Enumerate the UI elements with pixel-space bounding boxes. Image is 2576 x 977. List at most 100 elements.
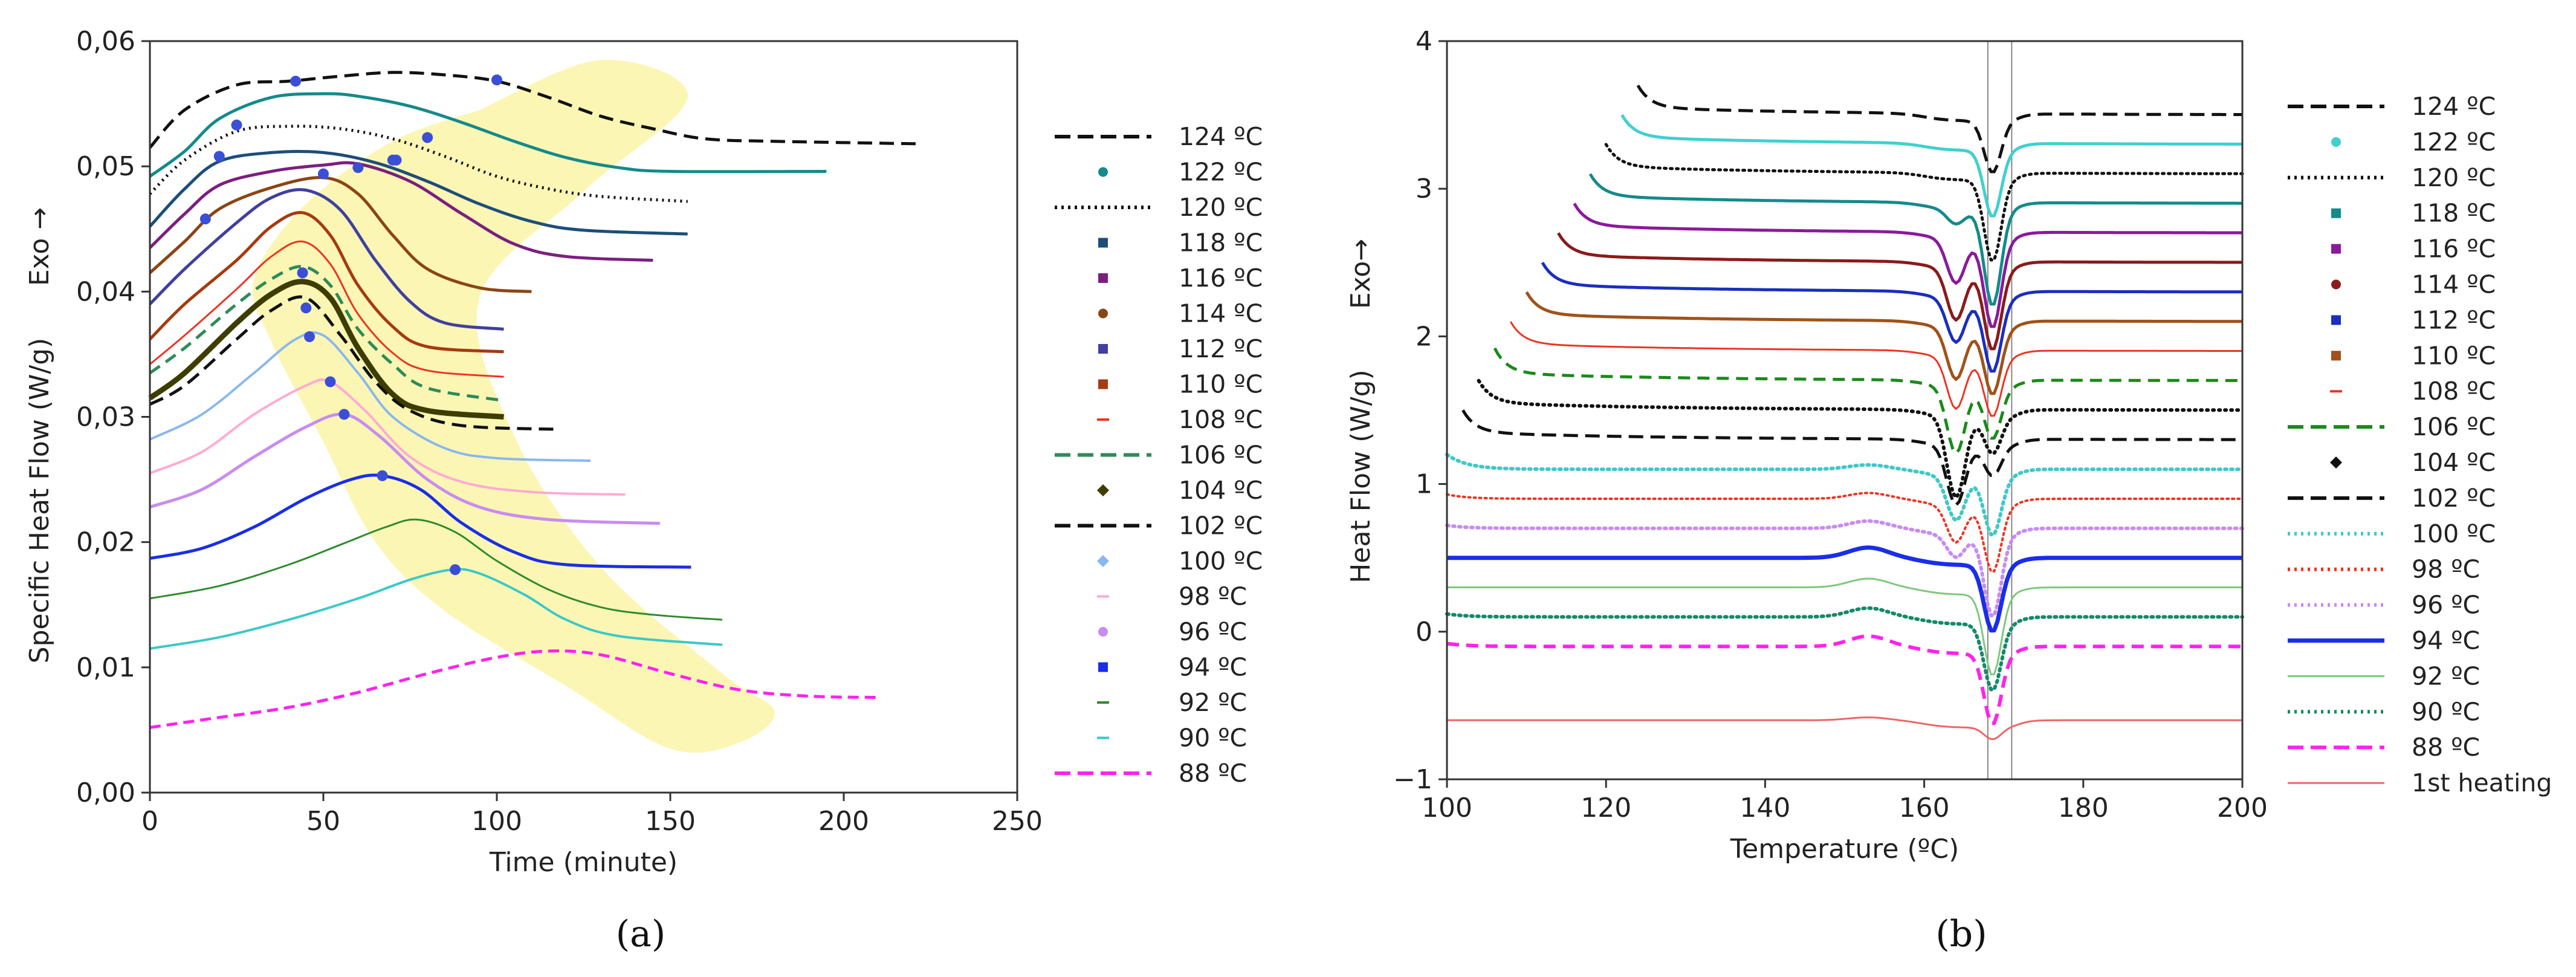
legend-item-92-c: 92 ºC [1097, 688, 1247, 717]
legend-item-94-c: 94 ºC [2288, 626, 2480, 655]
series-line-94-c [149, 473, 691, 569]
legend-item-106-c: 106 ºC [1055, 441, 1263, 470]
legend-item-122-c: 122 ºC [2331, 128, 2496, 157]
x-tick-label: 200 [2217, 793, 2268, 823]
highlight-region [252, 59, 775, 753]
legend-swatch [2331, 351, 2341, 361]
legend-item-118-c: 118 ºC [2331, 199, 2496, 228]
x-tick-label: 120 [1581, 793, 1631, 823]
legend-swatch [1098, 273, 1108, 283]
legend-item-108-c: 108 ºC [2330, 377, 2496, 406]
series-line-112-c [149, 188, 504, 331]
series-line-122-c [1620, 114, 2242, 218]
y-tick-label: −1 [1393, 764, 1432, 795]
peak-marker-102-c [300, 302, 312, 314]
series-line-104-c [148, 279, 504, 420]
legend-label: 104 ºC [1179, 476, 1263, 505]
legend-label: 1st heating [2412, 768, 2552, 797]
series-line-116-c [1573, 203, 2242, 328]
legend-item-114-c: 114 ºC [1098, 299, 1263, 328]
series-line-88-c [1446, 634, 2242, 725]
series-line-88-c [149, 649, 879, 729]
legend-label: 102 ºC [1179, 511, 1263, 540]
y-tick-label: 0,05 [76, 151, 135, 182]
y-tick-label: 0,01 [76, 652, 135, 683]
legend-label: 112 ºC [1179, 334, 1263, 363]
legend-item-122-c: 122 ºC [1098, 158, 1263, 187]
peak-marker-106-c [390, 154, 402, 166]
legend-swatch [2331, 137, 2341, 147]
legend-swatch [2330, 456, 2342, 469]
legend-item-118-c: 118 ºC [1098, 229, 1263, 258]
legend-item-104-c: 104 ºC [1097, 476, 1263, 505]
peak-marker-116-c [422, 132, 433, 143]
x-tick-label: 50 [306, 806, 340, 837]
legend-swatch [1098, 379, 1108, 389]
series-line-114-c [1557, 232, 2242, 351]
y-tick-label: 0,03 [76, 402, 135, 433]
legend-item-102-c: 102 ºC [2288, 484, 2496, 513]
series-line-108-c [1510, 321, 2242, 417]
legend-swatch [1098, 308, 1108, 319]
legend-item-112-c: 112 ºC [2331, 305, 2496, 334]
legend-label: 122 ºC [2412, 128, 2496, 157]
legend-label: 108 ºC [2412, 377, 2496, 406]
y-tick-label: 2 [1416, 321, 1432, 352]
legend-label: 96 ºC [2412, 591, 2480, 620]
legend-label: 114 ºC [2412, 270, 2496, 299]
legend-label: 110 ºC [2412, 341, 2496, 370]
panel-label-a: (a) [616, 913, 666, 955]
legend-item-96-c: 96 ºC [1098, 617, 1247, 646]
peak-marker-98-c [325, 376, 336, 388]
legend-swatch [1098, 238, 1108, 248]
peak-marker-108-c [318, 168, 329, 180]
plot-frame-b [1446, 40, 2244, 781]
peak-marker-104-c [297, 267, 308, 279]
legend-label: 106 ºC [1179, 441, 1263, 470]
legend-label: 110 ºC [1179, 370, 1263, 399]
series-line-90-c [1445, 606, 2244, 692]
series-line-120-c [1604, 143, 2244, 262]
x-tick-label: 200 [818, 806, 869, 837]
panel-label-b: (b) [1935, 913, 1987, 955]
series-line-1st-heating [1447, 716, 2242, 740]
legend-label: 96 ºC [1179, 617, 1247, 646]
x-tick-label: 140 [1739, 793, 1790, 823]
peak-marker-110-c [352, 162, 364, 174]
legend-label: 122 ºC [1179, 158, 1263, 187]
series-line-124-c [1636, 84, 2242, 174]
legend-label: 116 ºC [2412, 235, 2496, 264]
y-tick-label: 0,02 [76, 527, 135, 558]
legend-swatch [1098, 662, 1108, 672]
series-group-b [1445, 84, 2244, 740]
y-tick-label: 4 [1416, 26, 1432, 57]
legend-item-94-c: 94 ºC [1098, 653, 1247, 682]
legend-item-116-c: 116 ºC [2331, 235, 2496, 264]
legend-item-100-c: 100 ºC [2288, 519, 2496, 548]
y-tick-label: 1 [1416, 469, 1432, 500]
legend-item-92-c: 92 ºC [2288, 661, 2480, 690]
legend-label: 88 ºC [1179, 759, 1247, 788]
peak-marker-120-c [290, 76, 302, 87]
legend-swatch [2331, 208, 2341, 218]
x-tick-label: 250 [992, 806, 1043, 837]
series-line-118-c [1588, 173, 2242, 306]
legend-label: 94 ºC [2412, 626, 2480, 655]
legend-label: 120 ºC [2412, 163, 2496, 192]
legend-item-88-c: 88 ºC [1055, 759, 1247, 788]
series-line-98-c [149, 378, 626, 496]
legend-label: 106 ºC [2412, 412, 2496, 441]
peak-marker-100-c [304, 331, 316, 342]
legend-label: 116 ºC [1179, 264, 1263, 293]
legend-item-98-c: 98 ºC [2288, 555, 2480, 584]
y-tick-label: 3 [1416, 174, 1432, 204]
legend-label: 90 ºC [2412, 697, 2480, 726]
legend-label: 100 ºC [1179, 547, 1263, 576]
series-line-124-c [149, 71, 921, 149]
legend-label: 118 ºC [2412, 199, 2496, 228]
y-ticks-b: −1 0 1 2 3 4 [1393, 26, 1447, 795]
peak-marker-124-c [491, 74, 502, 86]
series-line-120-c [149, 125, 688, 203]
legend-swatch [1097, 484, 1109, 496]
